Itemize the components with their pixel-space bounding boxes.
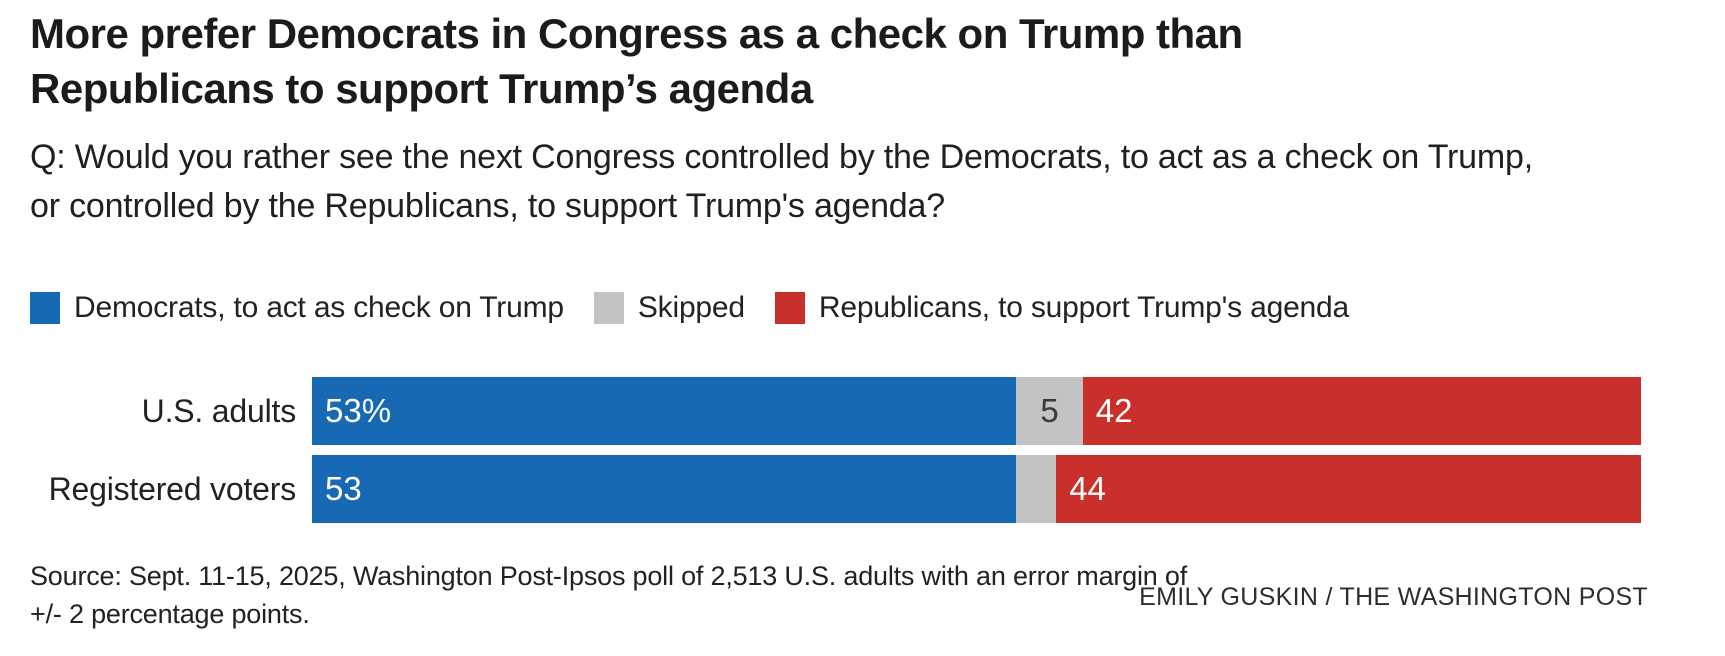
value-democrats-registered-voters: 53 bbox=[325, 470, 362, 507]
value-democrats-us-adults: 53% bbox=[325, 392, 392, 429]
value-skipped-us-adults: 5 bbox=[1040, 392, 1059, 429]
segment-republicans-registered-voters: 44 bbox=[1056, 455, 1641, 523]
segment-skipped-registered-voters bbox=[1016, 455, 1057, 523]
legend-item-skipped: Skipped bbox=[593, 291, 745, 325]
value-republicans-us-adults: 42 bbox=[1095, 392, 1133, 429]
segment-skipped-us-adults: 5 bbox=[1016, 377, 1083, 445]
legend-label-republicans: Republicans, to support Trump's agenda bbox=[818, 291, 1350, 324]
stacked-bar-chart: U.S. adults 53% 5 42 Registered voters 5… bbox=[30, 377, 1641, 533]
value-republicans-registered-voters: 44 bbox=[1069, 470, 1106, 507]
segment-republicans-us-adults: 42 bbox=[1082, 377, 1641, 445]
legend-item-republicans: Republicans, to support Trump's agenda bbox=[774, 291, 1350, 325]
segment-democrats-registered-voters: 53 bbox=[312, 455, 1017, 523]
byline: EMILY GUSKIN / THE WASHINGTON POST bbox=[1139, 583, 1648, 611]
legend-swatch-republicans bbox=[774, 292, 805, 324]
bar-row-us-adults: U.S. adults 53% 5 42 bbox=[30, 377, 1641, 445]
legend-label-democrats: Democrats, to act as check on Trump bbox=[74, 291, 564, 324]
segment-democrats-us-adults: 53% bbox=[312, 377, 1017, 445]
legend-swatch-skipped bbox=[593, 292, 624, 324]
legend: Democrats, to act as check on Trump Skip… bbox=[30, 291, 1349, 325]
bar-row-registered-voters: Registered voters 53 44 bbox=[30, 455, 1641, 523]
chart-title: More prefer Democrats in Congress as a c… bbox=[30, 10, 1243, 112]
legend-swatch-democrats bbox=[30, 292, 60, 324]
bar-track-registered-voters: 53 44 bbox=[312, 455, 1641, 523]
source-note: Source: Sept. 11-15, 2025, Washington Po… bbox=[30, 561, 1188, 629]
bar-track-us-adults: 53% 5 42 bbox=[312, 377, 1641, 445]
legend-label-skipped: Skipped bbox=[637, 291, 745, 324]
legend-item-democrats: Democrats, to act as check on Trump bbox=[30, 291, 564, 325]
category-label-registered-voters: Registered voters bbox=[48, 470, 297, 507]
poll-question: Q: Would you rather see the next Congres… bbox=[30, 138, 1533, 225]
category-label-us-adults: U.S. adults bbox=[141, 392, 297, 429]
